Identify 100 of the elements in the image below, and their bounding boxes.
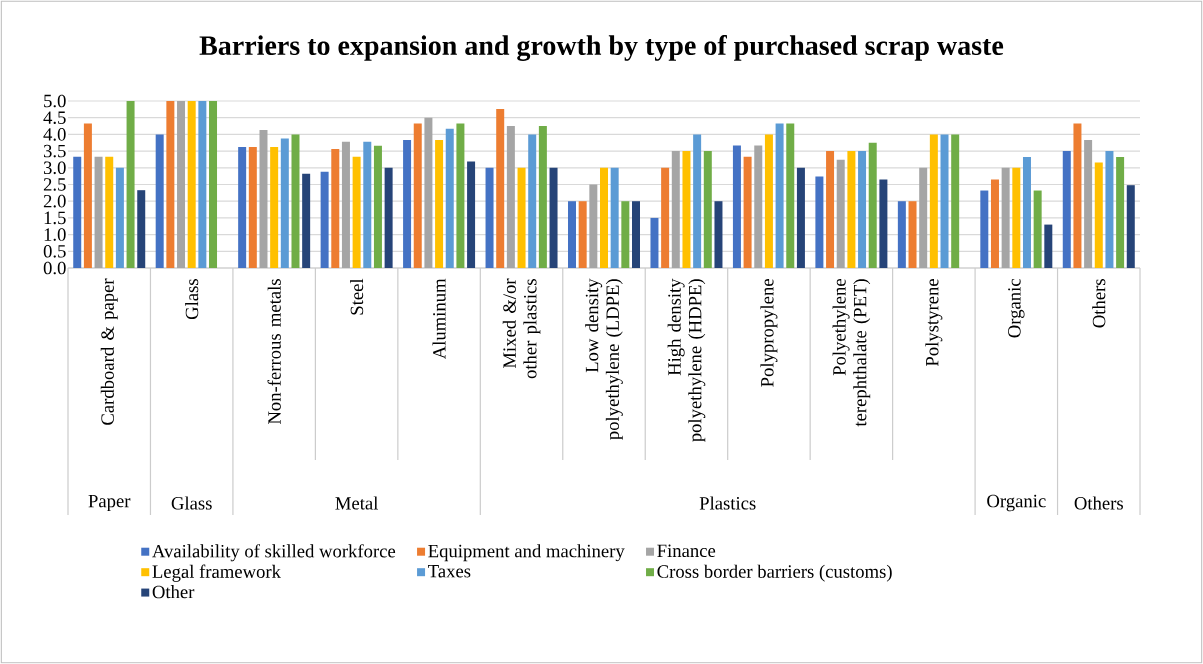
bar <box>496 109 505 269</box>
x-tick-label: Steel <box>350 278 364 315</box>
chart-title: Barriers to expansion and growth by type of purchased scrap waste <box>199 35 1004 61</box>
legend-label: Legal framework <box>152 564 281 582</box>
bar <box>413 123 422 269</box>
bar <box>661 167 670 269</box>
bar <box>671 151 680 269</box>
bar <box>858 151 867 269</box>
bar <box>456 123 465 269</box>
y-tick-label: 1.0 <box>44 228 66 241</box>
y-tick-label: 4.5 <box>43 111 66 124</box>
legend-label: Taxes <box>428 565 471 578</box>
bar <box>600 167 609 269</box>
y-tick-label: 1.5 <box>44 211 66 225</box>
bar <box>1126 185 1135 269</box>
bar <box>786 123 795 269</box>
bar <box>94 156 103 269</box>
bar <box>1062 151 1071 269</box>
bar <box>485 167 494 269</box>
bar <box>467 161 476 269</box>
bar <box>743 156 752 269</box>
bar <box>209 101 218 269</box>
bar <box>1084 140 1093 269</box>
text: Glass <box>171 496 212 510</box>
y-tick-label: 4.0 <box>43 128 66 141</box>
legend-label: Other <box>152 585 195 599</box>
bar <box>126 101 135 269</box>
y-tick-label: 3.0 <box>43 161 66 175</box>
bar <box>270 147 279 269</box>
bar <box>83 123 92 269</box>
bar <box>384 167 393 269</box>
bar <box>538 126 547 269</box>
text: Plastics <box>699 496 756 510</box>
bar <box>990 179 999 269</box>
bar <box>506 126 515 269</box>
legend-label: Availability of skilled workforce <box>152 544 396 562</box>
x-tick-label: High density polyethylene (HDPE) <box>667 278 706 442</box>
bar <box>868 142 877 269</box>
x-tick-label: Aluminum <box>432 278 446 360</box>
bar <box>1073 123 1082 269</box>
y-tick-label: 2.0 <box>43 194 66 208</box>
bar <box>589 184 598 269</box>
bar <box>568 201 577 269</box>
bar <box>238 147 247 269</box>
bar <box>424 117 433 269</box>
x-tick-label: Cardboard & paper <box>100 278 118 425</box>
bar <box>703 151 712 269</box>
x-tick-label: Organic <box>1008 278 1025 338</box>
bar <box>754 145 763 269</box>
bar <box>259 130 268 269</box>
x-tick-label: Mixed &/or other plastics <box>502 278 541 379</box>
bar <box>1033 190 1042 269</box>
bar <box>919 167 928 269</box>
bar <box>1105 151 1114 269</box>
bar <box>764 134 773 269</box>
bar <box>775 123 784 269</box>
bar <box>879 179 888 269</box>
bar <box>320 171 329 269</box>
bar <box>403 140 412 269</box>
y-tick-label: 3.5 <box>43 144 66 158</box>
bar <box>435 140 444 269</box>
text: Organic <box>987 494 1046 512</box>
bar <box>105 156 114 269</box>
bar <box>331 149 340 269</box>
bar <box>908 201 917 269</box>
bar <box>650 217 659 269</box>
bar <box>578 201 587 269</box>
bar <box>897 201 906 269</box>
bar <box>115 167 124 269</box>
legend-label: Finance <box>657 544 716 558</box>
y-tick-label: 2.5 <box>43 178 66 191</box>
bar <box>610 167 619 269</box>
legend-label: Cross border barriers (customs) <box>657 564 892 582</box>
bar <box>796 167 805 269</box>
bar <box>815 176 824 269</box>
text: Paper <box>88 494 131 512</box>
bar <box>940 134 949 269</box>
bar <box>693 134 702 269</box>
bar <box>341 141 350 269</box>
bar <box>549 167 558 269</box>
bar <box>1022 157 1031 269</box>
bar <box>137 190 146 269</box>
bar <box>373 145 382 269</box>
bar <box>248 147 257 269</box>
bar <box>1001 167 1010 269</box>
bar <box>621 201 630 269</box>
bar <box>73 156 82 269</box>
bar <box>363 141 372 269</box>
y-tick-label: 5.0 <box>44 94 66 108</box>
bar <box>980 190 989 269</box>
x-tick-label: Non-ferrous metals <box>267 279 281 425</box>
bar <box>302 173 311 269</box>
x-tick-label: Others <box>1092 279 1106 328</box>
x-tick-label: Glass <box>185 279 199 320</box>
text: Metal <box>335 496 379 510</box>
bar <box>951 134 960 269</box>
bar <box>198 101 207 269</box>
x-tick-label: Polypropylene <box>760 279 778 387</box>
bar <box>826 151 835 269</box>
bar <box>445 128 454 269</box>
